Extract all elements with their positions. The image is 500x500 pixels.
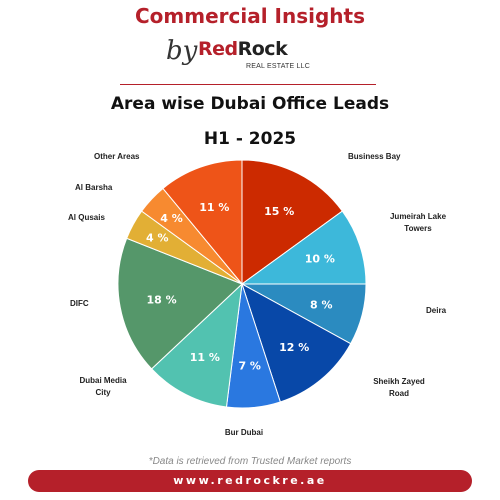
slice-value-label: 12 % bbox=[279, 341, 309, 354]
pie-slice-other-areas bbox=[162, 159, 243, 286]
category-label-business-bay: Business Bay bbox=[348, 152, 401, 161]
chart-title: Area wise Dubai Office Leads bbox=[110, 94, 390, 114]
header-divider bbox=[120, 84, 376, 85]
pie-slice-difc bbox=[117, 237, 243, 370]
pie-slice-business-bay bbox=[241, 159, 344, 285]
slice-value-label: 7 % bbox=[238, 359, 261, 372]
logo-wordmark: RedRock bbox=[198, 38, 310, 60]
category-label-other-areas: Other Areas bbox=[94, 152, 140, 161]
category-label-bur-dubai: Bur Dubai bbox=[225, 428, 263, 437]
slice-value-label: 11 % bbox=[190, 351, 220, 364]
category-label-dubai-media-city: Dubai Media City bbox=[79, 376, 127, 397]
logo-subtitle: REAL ESTATE LLC bbox=[246, 63, 310, 70]
logo-black-part: Rock bbox=[237, 38, 288, 60]
category-label-deira: Deira bbox=[426, 306, 447, 315]
footnote: *Data is retrieved from Trusted Market r… bbox=[148, 456, 352, 467]
logo-red-part: Red bbox=[198, 38, 238, 60]
header-title: Commercial Insights bbox=[134, 4, 365, 28]
slice-value-label: 10 % bbox=[305, 253, 335, 266]
category-label-jumeirah-lake-towers: Jumeirah Lake Towers bbox=[390, 212, 447, 233]
slice-value-label: 15 % bbox=[264, 205, 294, 218]
website-link[interactable]: www.redrockre.ae bbox=[28, 470, 472, 492]
slice-value-label: 11 % bbox=[199, 201, 229, 214]
slice-value-label: 4 % bbox=[146, 231, 169, 244]
slice-value-label: 8 % bbox=[310, 298, 333, 311]
pie-slice-sheikh-zayed-road bbox=[241, 282, 352, 403]
slice-value-label: 4 % bbox=[160, 212, 183, 225]
chart-subtitle: H1 - 2025 bbox=[203, 129, 297, 149]
pie-slice-jumeirah-lake-towers bbox=[240, 210, 367, 285]
category-label-sheikh-zayed-road: Sheikh Zayed Road bbox=[373, 377, 425, 398]
by-text: by bbox=[166, 36, 198, 66]
category-label-difc: DIFC bbox=[70, 299, 89, 308]
category-label-al-barsha: Al Barsha bbox=[75, 183, 113, 192]
company-logo: RedRock REAL ESTATE LLC bbox=[198, 38, 310, 74]
category-label-al-qusais: Al Qusais bbox=[68, 213, 105, 222]
pie-slice-dubai-media-city bbox=[150, 282, 243, 408]
slice-value-label: 18 % bbox=[147, 293, 177, 306]
